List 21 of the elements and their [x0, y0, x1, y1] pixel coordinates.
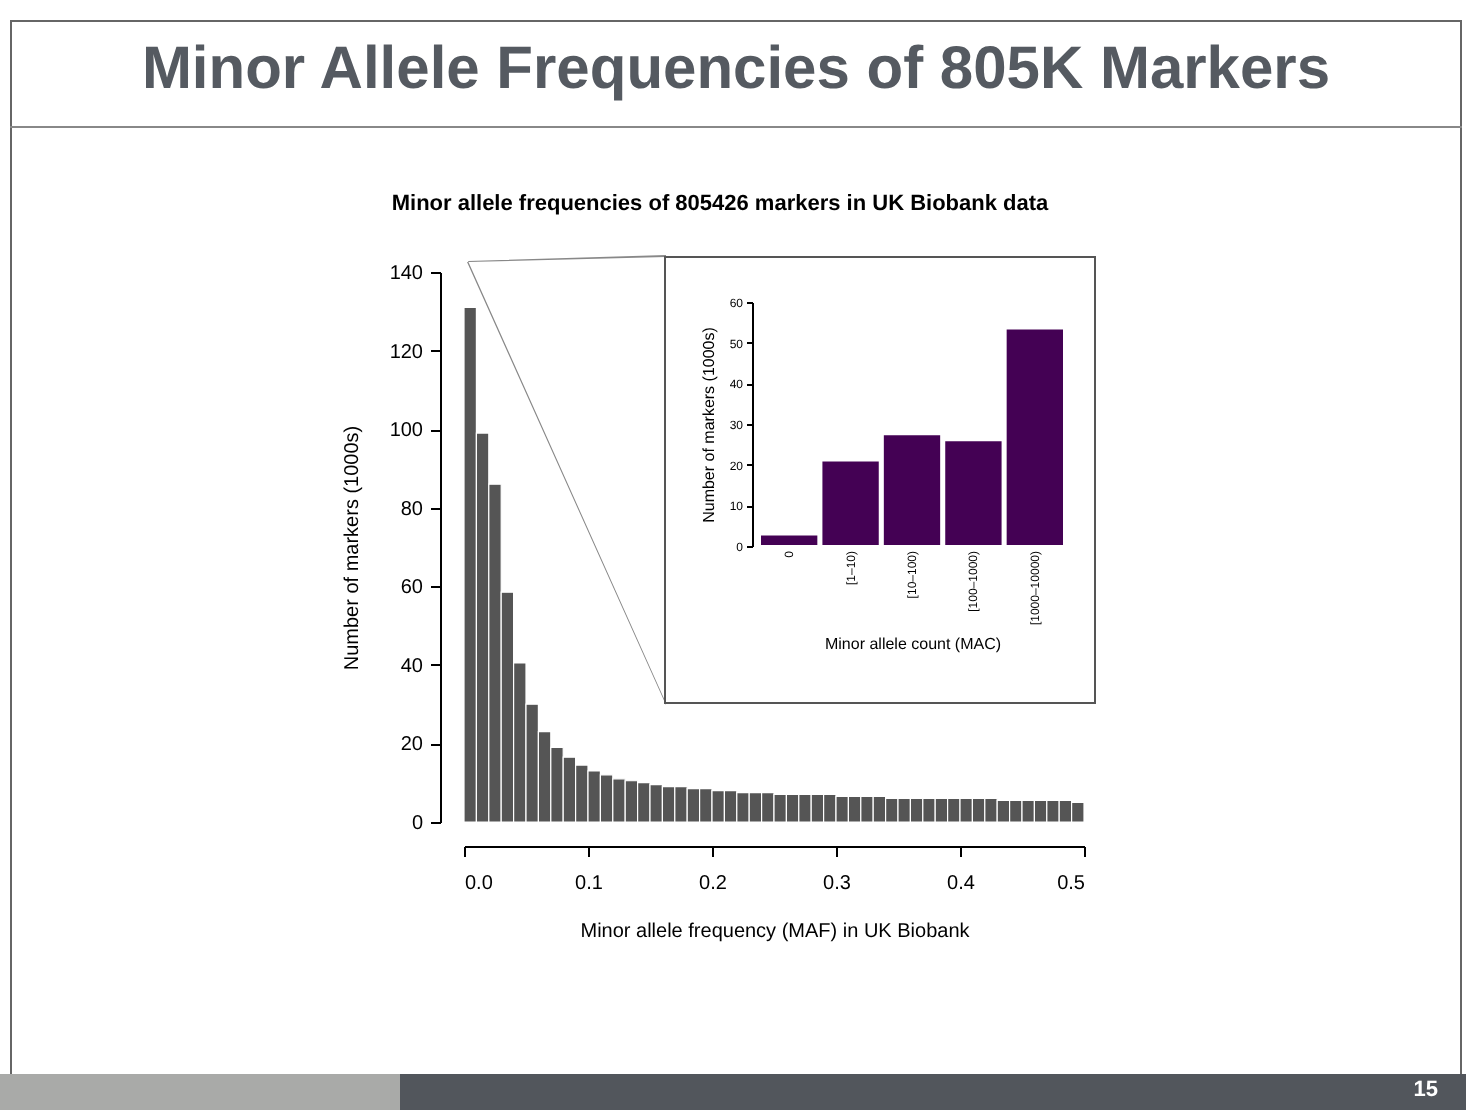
chart-title: Minor Allele Frequencies of 805K Markers: [139, 36, 1333, 104]
y-tick-label: 20: [400, 734, 424, 757]
x-tick-label: 0.2: [699, 873, 728, 895]
x-axis-title: Minor allele frequency (MAF) in UK Biobank: [580, 921, 972, 943]
chart-subtitle: Minor allele frequencies of 805426 markers in UK Biobank data: [389, 192, 1051, 216]
text: 15: [1413, 1078, 1438, 1102]
y-tick-label: 80: [400, 498, 424, 521]
y-tick-label: 60: [400, 577, 424, 600]
x-tick-label: 0.0: [465, 873, 494, 895]
y-axis-title: Number of markers (1000s): [699, 326, 718, 523]
y-tick-label: 40: [400, 655, 424, 678]
y-tick-label: 140: [389, 263, 424, 285]
x-axis-title: Minor allele count (MAC): [824, 635, 1002, 654]
x-tick-label: 0.3: [823, 873, 852, 895]
x-tick-label: 0.4: [947, 873, 976, 895]
y-axis-title: Number of markers (1000s): [341, 425, 364, 671]
y-tick-label: 120: [389, 341, 424, 364]
y-tick-label: 100: [389, 420, 424, 443]
y-tick-label: 0: [411, 813, 424, 835]
x-tick-label: 0.1: [575, 873, 604, 895]
x-tick-label: 0.5: [1057, 873, 1086, 895]
